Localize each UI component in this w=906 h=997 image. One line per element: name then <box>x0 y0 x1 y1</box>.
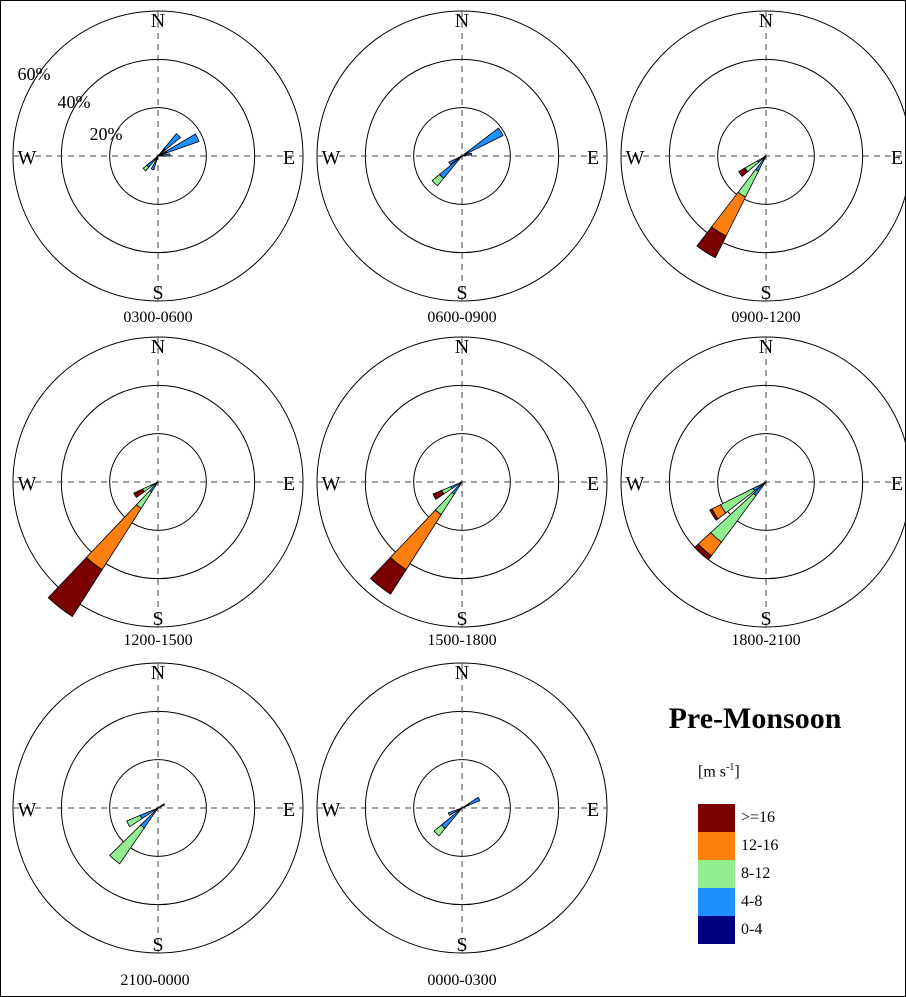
wind-sector <box>467 796 481 806</box>
legend-unit: [m s-1] <box>698 762 740 781</box>
direction-label: E <box>891 473 903 495</box>
direction-label: S <box>152 282 163 304</box>
direction-label: S <box>456 934 467 956</box>
wind-sector <box>142 164 150 172</box>
panel-label: 0300-0600 <box>123 309 192 326</box>
direction-label: E <box>283 799 295 821</box>
radial-tick-label: 40% <box>58 92 91 112</box>
legend-item: >=16 <box>698 804 828 832</box>
panel-label: 0600-0900 <box>427 309 496 326</box>
wind-sector <box>369 556 407 595</box>
panel-label: 1500-1800 <box>427 632 496 649</box>
direction-label: N <box>151 10 165 32</box>
direction-label: N <box>759 336 773 358</box>
direction-label: W <box>322 147 341 169</box>
legend-unit-close: ] <box>734 763 740 781</box>
grid-ring <box>413 433 511 531</box>
legend-swatch <box>698 804 735 832</box>
grid-ring <box>109 759 207 857</box>
direction-label: W <box>18 473 37 495</box>
wind-sector <box>133 488 145 498</box>
legend-item: 4-8 <box>698 888 828 916</box>
grid-ring <box>717 433 815 531</box>
direction-label: W <box>626 147 645 169</box>
direction-label: S <box>456 282 467 304</box>
direction-label: W <box>626 473 645 495</box>
wind-sector <box>109 824 145 865</box>
grid-ring <box>413 107 511 205</box>
wind-sector <box>432 489 445 500</box>
legend-unit-text: [m s <box>698 763 726 781</box>
direction-label: S <box>152 934 163 956</box>
wind-sector <box>463 152 473 157</box>
panel-label: 0900-1200 <box>731 309 800 326</box>
direction-label: S <box>152 608 163 630</box>
legend-label: 12-16 <box>741 837 779 854</box>
direction-label: N <box>455 662 469 684</box>
legend-item: 12-16 <box>698 832 828 860</box>
wind-sector <box>738 167 749 177</box>
wind-sector <box>85 504 142 571</box>
panel-label: 1800-2100 <box>731 632 800 649</box>
direction-label: S <box>456 608 467 630</box>
wind-sector <box>389 509 442 571</box>
wind-sector <box>696 226 727 259</box>
wind-sector <box>165 133 200 154</box>
direction-label: N <box>151 662 165 684</box>
wind-sector <box>150 157 158 171</box>
legend-unit-exponent: -1 <box>726 762 735 773</box>
legend-label: 8-12 <box>741 865 771 882</box>
direction-label: E <box>283 147 295 169</box>
wind-sector <box>162 153 171 157</box>
wind-sector <box>711 191 747 237</box>
grid-ring <box>717 107 815 205</box>
grid-ring <box>109 107 207 205</box>
wind-sector <box>694 543 712 561</box>
wind-sector <box>709 508 719 521</box>
direction-label: E <box>587 799 599 821</box>
wind-sector <box>461 803 470 809</box>
legend-label: 4-8 <box>741 893 763 910</box>
direction-label: W <box>18 147 37 169</box>
direction-label: E <box>283 473 295 495</box>
panel-label: 0000-0300 <box>427 972 496 989</box>
chart-title: Pre-Monsoon <box>668 702 842 735</box>
grid-ring <box>413 759 511 857</box>
legend-swatch <box>698 888 735 916</box>
legend-item: 8-12 <box>698 860 828 888</box>
direction-label: E <box>587 473 599 495</box>
panel-label: 1200-1500 <box>123 632 192 649</box>
wind-sector <box>431 173 445 187</box>
radial-tick-label: 60% <box>18 64 51 84</box>
legend-label: >=16 <box>741 809 776 826</box>
direction-label: N <box>759 10 773 32</box>
wind-sector <box>467 127 504 154</box>
direction-label: E <box>891 147 903 169</box>
wind-sector <box>161 803 166 807</box>
direction-label: N <box>455 336 469 358</box>
radial-tick-label: 20% <box>90 124 123 144</box>
wind-sector <box>47 556 103 618</box>
direction-label: W <box>322 473 341 495</box>
direction-label: N <box>455 10 469 32</box>
direction-label: W <box>322 799 341 821</box>
wind-sector <box>163 133 181 151</box>
direction-label: S <box>760 282 771 304</box>
grid-ring <box>109 433 207 531</box>
legend-swatch <box>698 860 735 888</box>
direction-label: E <box>587 147 599 169</box>
wind-sector <box>447 808 461 816</box>
legend-swatch <box>698 916 735 944</box>
direction-label: W <box>18 799 37 821</box>
legend-label: 0-4 <box>741 921 763 938</box>
legend-item: 0-4 <box>698 916 828 944</box>
panel-label: 2100-0000 <box>120 972 189 989</box>
wind-sector <box>448 157 459 165</box>
direction-label: N <box>151 336 165 358</box>
legend-swatch <box>698 832 735 860</box>
wind-sector <box>126 814 143 828</box>
direction-label: S <box>760 608 771 630</box>
wind-sector <box>433 824 446 837</box>
